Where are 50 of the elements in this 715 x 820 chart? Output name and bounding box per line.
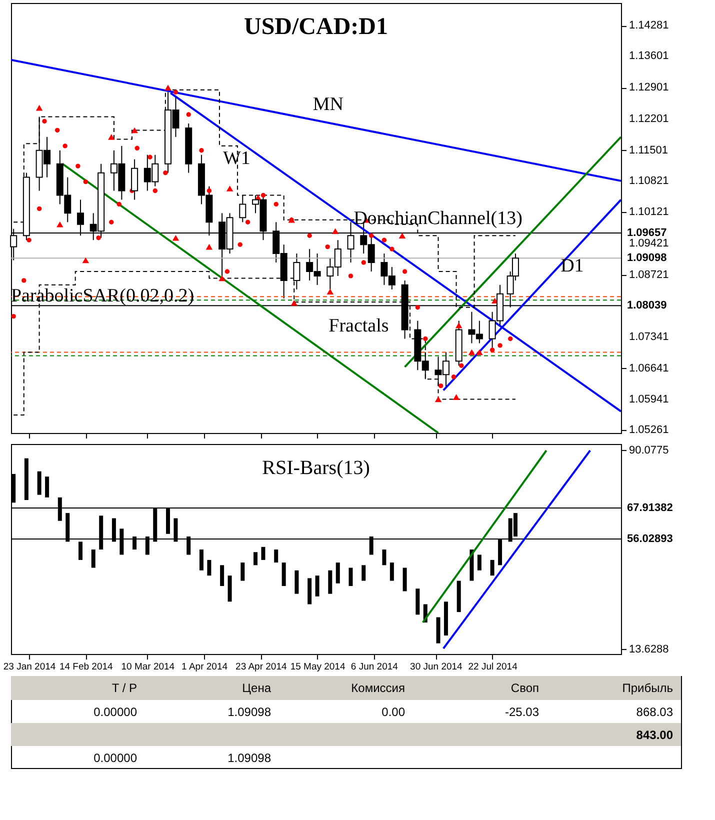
x-tick-label: 14 Feb 2014 <box>59 662 113 672</box>
y-tick-label: 1.10121 <box>629 206 669 218</box>
ref-line-label: 1.08039 <box>627 300 667 312</box>
y-tick-label: 1.11501 <box>629 144 668 156</box>
x-tick-label: 10 Mar 2014 <box>121 662 175 672</box>
y-tick-label: 1.12201 <box>629 112 669 125</box>
category-label: Своп <box>510 681 539 695</box>
x-tick-label: 15 May 2014 <box>290 662 346 672</box>
x-tick-label: 6 Jun 2014 <box>350 662 398 672</box>
ref-line-label: 1.09657 <box>627 227 667 240</box>
y-tick-label: 1.07341 <box>629 330 669 343</box>
annotation: DonchianChannel(13) <box>354 208 522 229</box>
y-tick-label: 1.05261 <box>629 424 669 436</box>
ref-line-label: 56.02893 <box>627 533 673 546</box>
y-tick-label: 1.12901 <box>629 82 669 94</box>
y-tick-label: 1.14281 <box>629 20 669 32</box>
y-tick-label: 1.08721 <box>629 269 669 282</box>
text: 1.09098 <box>228 751 271 765</box>
annotation: ParabolicSAR(0.02,0.2) <box>10 285 194 306</box>
text: 0.00 <box>382 705 405 719</box>
annotation: Fractals <box>328 316 389 336</box>
y-tick-label: 1.13601 <box>629 50 669 62</box>
text: 0.00000 <box>94 705 137 719</box>
ref-line-label: 1.09098 <box>627 252 667 264</box>
annotation: W1 <box>222 148 250 169</box>
ref-line-label: 67.91382 <box>627 502 673 514</box>
text: RSI-Bars(13) <box>262 457 370 479</box>
y-tick-label: 1.06641 <box>629 362 669 374</box>
text: 0.00000 <box>94 751 137 765</box>
text: 843.00 <box>636 728 673 742</box>
category-label: Цена <box>242 681 272 695</box>
annotation: MN <box>312 94 344 116</box>
x-tick-label: 23 Apr 2014 <box>236 662 287 672</box>
y-tick-label: 1.10821 <box>629 174 669 187</box>
y-tick-label: 1.05941 <box>629 394 669 406</box>
x-tick-label: 1 Apr 2014 <box>182 662 228 672</box>
chart-title: USD/CAD:D1 <box>244 14 388 40</box>
y-tick-label: 1.09421 <box>629 238 669 250</box>
y-tick-label: 90.0775 <box>629 444 669 456</box>
y-tick-label: 13.6288 <box>629 643 669 656</box>
category-label: T / P <box>112 681 137 695</box>
category-label: Комиссия <box>351 681 405 695</box>
text: 1.09098 <box>228 705 271 719</box>
annotation: D1 <box>560 255 584 276</box>
text: 868.03 <box>636 705 673 719</box>
text: -25.03 <box>504 705 539 719</box>
category-label: Прибыль <box>622 681 673 695</box>
x-tick-label: 22 Jul 2014 <box>468 662 518 672</box>
x-tick-label: 23 Jan 2014 <box>3 662 56 672</box>
x-tick-label: 30 Jun 2014 <box>410 662 462 672</box>
